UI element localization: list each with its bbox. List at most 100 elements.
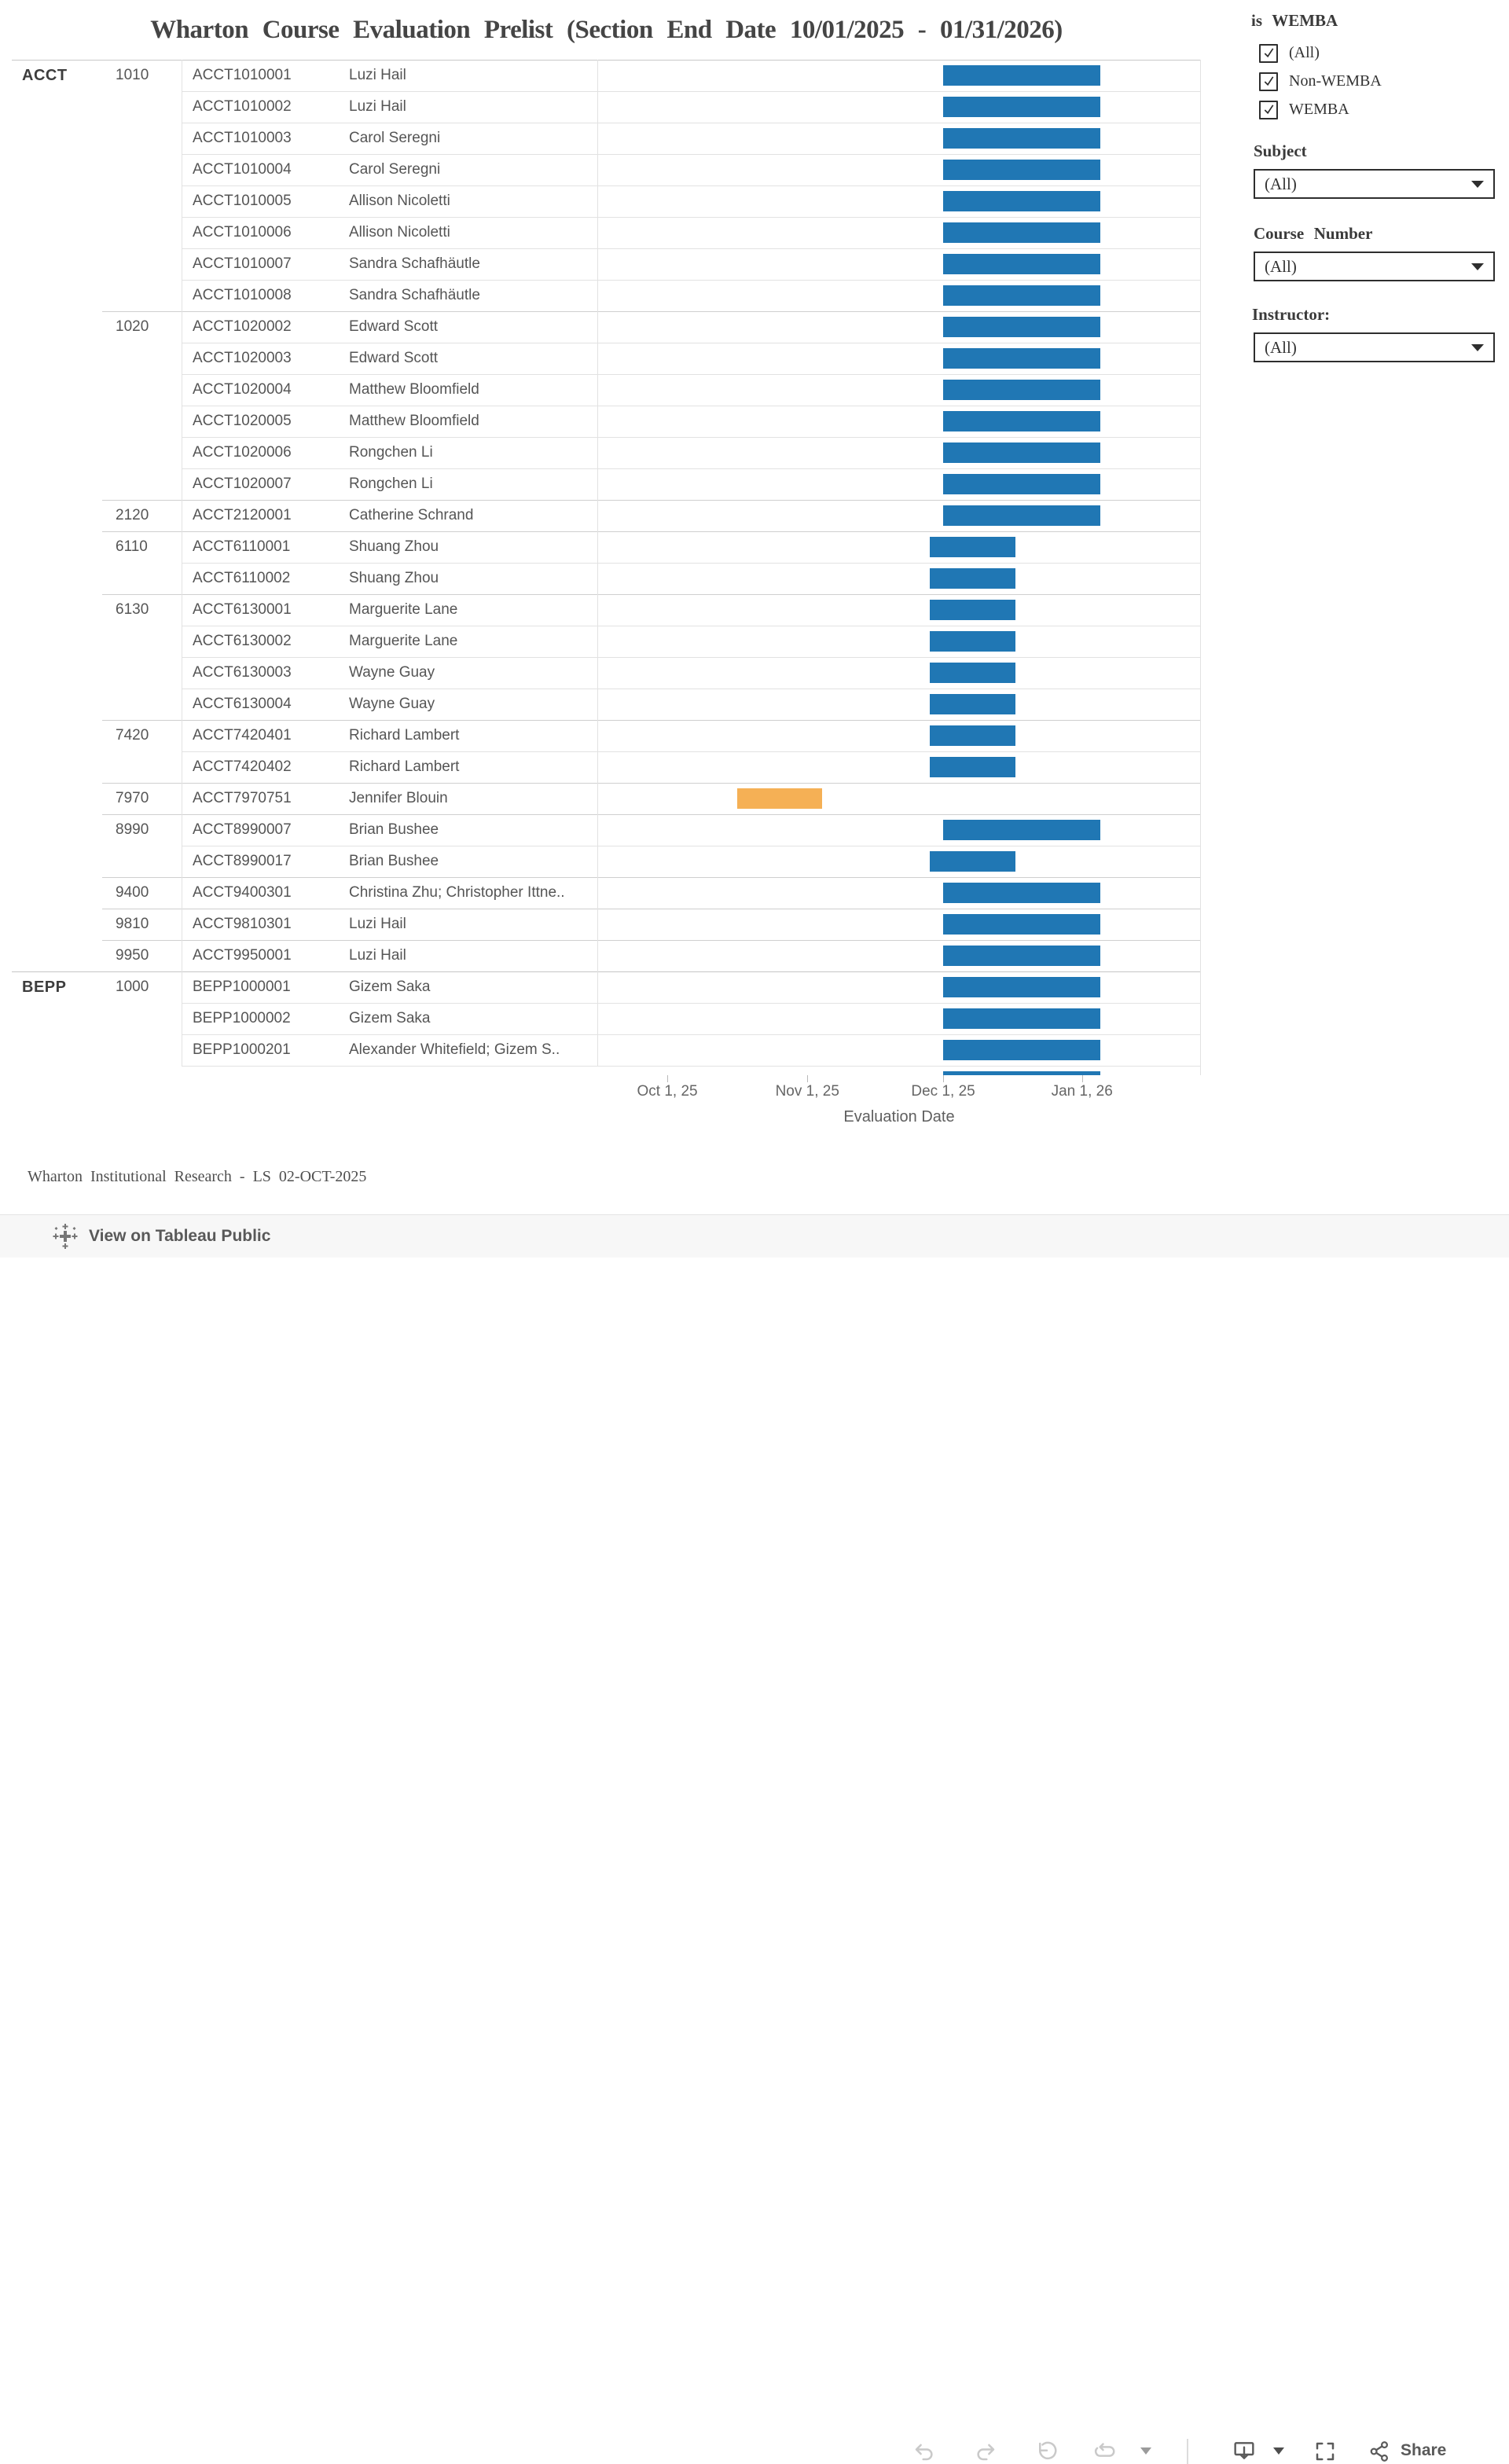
course-number-header[interactable]: 7970 [116, 790, 149, 806]
instructor-header[interactable]: Brian Bushee [349, 853, 439, 869]
instructor-header[interactable]: Christina Zhu; Christopher Ittne.. [349, 884, 565, 901]
section-id-header[interactable]: ACCT1010002 [193, 98, 292, 115]
course-number-header[interactable]: 2120 [116, 507, 149, 523]
checkbox-icon[interactable] [1259, 100, 1278, 119]
instructor-header[interactable]: Allison Nicoletti [349, 193, 450, 209]
evaluation-date-bar[interactable] [930, 725, 1016, 746]
evaluation-date-bar[interactable] [943, 348, 1100, 369]
refresh-caret-icon[interactable] [1140, 2447, 1151, 2455]
section-id-header[interactable]: ACCT1010003 [193, 130, 292, 146]
evaluation-date-bar[interactable] [930, 757, 1016, 777]
section-id-header[interactable]: ACCT6130002 [193, 633, 292, 649]
section-id-header[interactable]: ACCT1010006 [193, 224, 292, 241]
instructor-header[interactable]: Shuang Zhou [349, 570, 439, 586]
instructor-header[interactable]: Allison Nicoletti [349, 224, 450, 241]
evaluation-date-bar[interactable] [930, 568, 1016, 589]
evaluation-date-bar[interactable] [943, 191, 1100, 211]
wemba-option[interactable]: WEMBA [1259, 100, 1382, 119]
share-button[interactable] [1367, 2439, 1392, 2464]
section-id-header[interactable]: ACCT7970751 [193, 790, 292, 806]
download-button[interactable] [1232, 2439, 1257, 2464]
evaluation-date-bar[interactable] [943, 65, 1100, 86]
evaluation-date-bar[interactable] [930, 694, 1016, 714]
instructor-header[interactable]: Wayne Guay [349, 696, 435, 712]
evaluation-date-bar[interactable] [943, 222, 1100, 243]
course-number-header[interactable]: 8990 [116, 821, 149, 838]
instructor-header[interactable]: Sandra Schafhäutle [349, 255, 480, 272]
instructor-header[interactable]: Rongchen Li [349, 476, 433, 492]
section-id-header[interactable]: ACCT1020004 [193, 381, 292, 398]
evaluation-date-bar[interactable] [943, 977, 1100, 997]
course-number-header[interactable]: 1020 [116, 318, 149, 335]
course-number-header[interactable]: 9400 [116, 884, 149, 901]
instructor-header[interactable]: Gizem Saka [349, 1010, 431, 1026]
checkbox-icon[interactable] [1259, 43, 1278, 63]
subject-dropdown[interactable]: (All) [1254, 169, 1495, 199]
instructor-header[interactable]: Edward Scott [349, 318, 438, 335]
download-caret-icon[interactable] [1273, 2447, 1284, 2455]
section-id-header[interactable]: ACCT6110001 [193, 538, 291, 555]
evaluation-date-bar[interactable] [737, 788, 822, 809]
evaluation-date-bar[interactable] [943, 1040, 1100, 1060]
instructor-header[interactable]: Marguerite Lane [349, 633, 458, 649]
instructor-header[interactable]: Sandra Schafhäutle [349, 287, 480, 303]
checkbox-icon[interactable] [1259, 72, 1278, 91]
wemba-option[interactable]: (All) [1259, 43, 1382, 63]
evaluation-date-bar[interactable] [943, 380, 1100, 400]
instructor-header[interactable]: Brian Bushee [349, 821, 439, 838]
evaluation-date-bar[interactable] [943, 914, 1100, 935]
course-number-header[interactable]: 9950 [116, 947, 149, 964]
evaluation-date-bar[interactable] [930, 851, 1016, 872]
section-id-header[interactable]: ACCT1010005 [193, 193, 292, 209]
evaluation-date-bar[interactable] [943, 474, 1100, 494]
section-id-header[interactable]: ACCT6130001 [193, 601, 292, 618]
instructor-header[interactable]: Luzi Hail [349, 947, 406, 964]
instructor-header[interactable]: Matthew Bloomfield [349, 413, 479, 429]
section-id-header[interactable]: ACCT6130003 [193, 664, 292, 681]
instructor-header[interactable]: Alexander Whitefield; Gizem S.. [349, 1041, 560, 1058]
instructor-header[interactable]: Luzi Hail [349, 98, 406, 115]
instructor-header[interactable]: Richard Lambert [349, 727, 460, 744]
evaluation-date-bar[interactable] [930, 663, 1016, 683]
course-number-header[interactable]: 1000 [116, 979, 149, 995]
evaluation-date-bar[interactable] [943, 317, 1100, 337]
instructor-header[interactable]: Rongchen Li [349, 444, 433, 461]
subject-header[interactable]: BEPP [22, 979, 67, 996]
evaluation-date-bar[interactable] [943, 442, 1100, 463]
view-on-tableau-public-link[interactable]: View on Tableau Public [52, 1223, 270, 1250]
instructor-header[interactable]: Luzi Hail [349, 67, 406, 83]
section-id-header[interactable]: ACCT1020003 [193, 350, 292, 366]
section-id-header[interactable]: ACCT1010001 [193, 67, 292, 83]
section-id-header[interactable]: ACCT1010004 [193, 161, 292, 178]
evaluation-date-bar[interactable] [930, 537, 1016, 557]
evaluation-date-bar[interactable] [943, 820, 1100, 840]
share-label[interactable]: Share [1401, 2441, 1447, 2459]
evaluation-date-bar[interactable] [930, 631, 1016, 652]
evaluation-date-bar[interactable] [943, 1071, 1100, 1075]
section-id-header[interactable]: ACCT8990007 [193, 821, 292, 838]
section-id-header[interactable]: BEPP1000002 [193, 1010, 291, 1026]
instructor-header[interactable]: Matthew Bloomfield [349, 381, 479, 398]
section-id-header[interactable]: ACCT1020002 [193, 318, 292, 335]
instructor-header[interactable]: Carol Seregni [349, 130, 441, 146]
section-id-header[interactable]: ACCT9950001 [193, 947, 292, 964]
wemba-option[interactable]: Non-WEMBA [1259, 72, 1382, 91]
section-id-header[interactable]: ACCT1010008 [193, 287, 292, 303]
section-id-header[interactable]: ACCT1020006 [193, 444, 292, 461]
course-number-header[interactable]: 1010 [116, 67, 149, 83]
section-id-header[interactable]: ACCT1020007 [193, 476, 292, 492]
section-id-header[interactable]: BEPP1000001 [193, 979, 291, 995]
instructor-header[interactable]: Gizem Saka [349, 979, 431, 995]
instructor-header[interactable]: Jennifer Blouin [349, 790, 448, 806]
evaluation-date-bar[interactable] [943, 128, 1100, 149]
evaluation-date-bar[interactable] [943, 254, 1100, 274]
instructor-header[interactable]: Wayne Guay [349, 664, 435, 681]
section-id-header[interactable]: BEPP1000201 [193, 1041, 291, 1058]
section-id-header[interactable]: ACCT2120001 [193, 507, 292, 523]
instructor-header[interactable]: Richard Lambert [349, 758, 460, 775]
section-id-header[interactable]: ACCT7420402 [193, 758, 292, 775]
section-id-header[interactable]: ACCT9810301 [193, 916, 292, 932]
section-id-header[interactable]: ACCT1020005 [193, 413, 292, 429]
evaluation-date-bar[interactable] [943, 411, 1100, 431]
evaluation-date-bar[interactable] [943, 883, 1100, 903]
